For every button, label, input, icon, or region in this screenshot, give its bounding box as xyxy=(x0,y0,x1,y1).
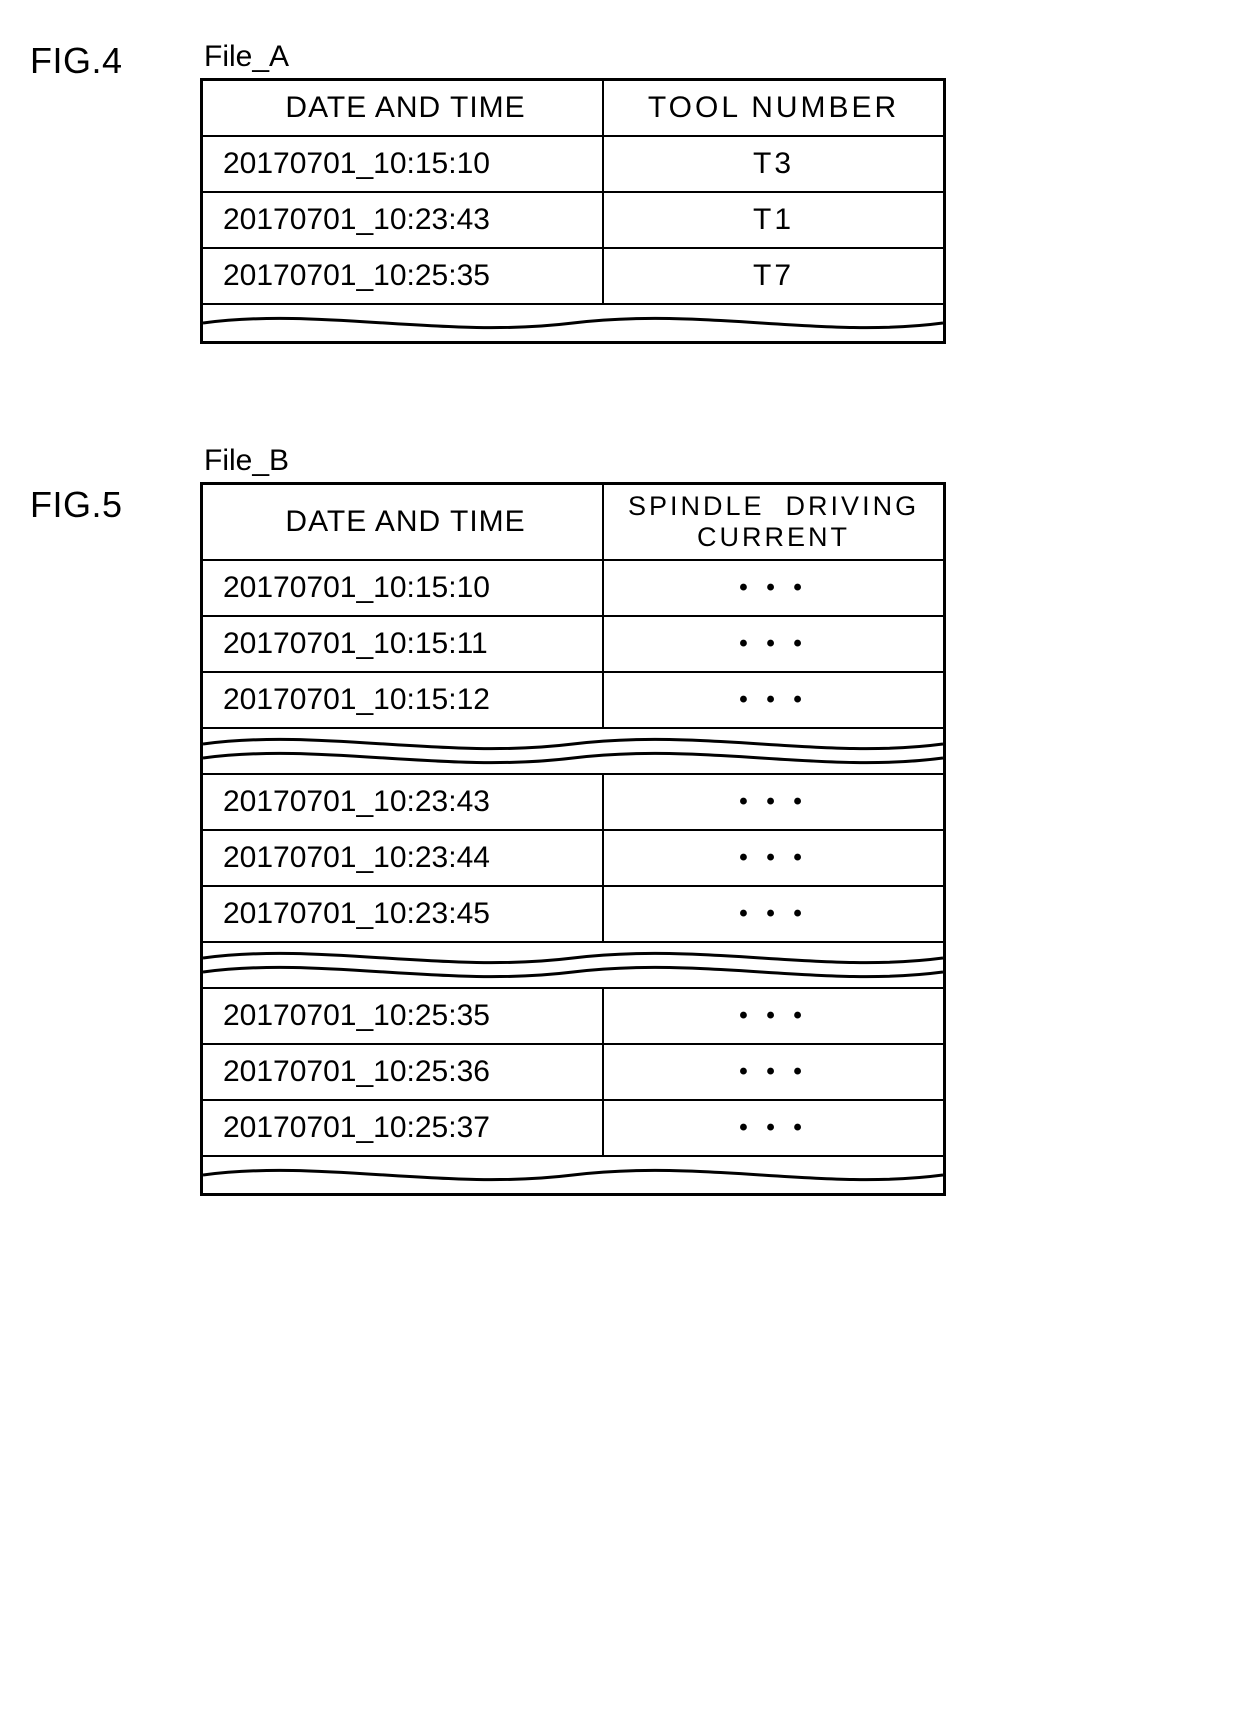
file-a-caption: File_A xyxy=(200,40,946,74)
cell-date: 20170701_10:25:35 xyxy=(202,248,604,304)
col-header-date: DATE AND TIME xyxy=(202,80,604,137)
cell-value: • • • xyxy=(603,1044,944,1100)
figure-4: FIG.4 File_A DATE AND TIME TOOL NUMBER 2… xyxy=(30,40,1210,344)
col-header-tool: TOOL NUMBER xyxy=(603,80,944,137)
table-row: 20170701_10:15:10 T3 xyxy=(202,136,945,192)
table-row: 20170701_10:25:36 • • • xyxy=(202,1044,945,1100)
cell-date: 20170701_10:25:35 xyxy=(202,988,604,1044)
cell-date: 20170701_10:15:10 xyxy=(202,560,604,616)
figure-label: FIG.4 xyxy=(30,40,200,82)
table-row: 20170701_10:25:35 • • • xyxy=(202,988,945,1044)
cell-value: • • • xyxy=(603,774,944,830)
cell-value: • • • xyxy=(603,830,944,886)
cell-date: 20170701_10:15:10 xyxy=(202,136,604,192)
cell-value: • • • xyxy=(603,672,944,728)
col-header-current: SPINDLE DRIVINGCURRENT xyxy=(603,484,944,561)
cell-value: • • • xyxy=(603,1100,944,1156)
file-a-table: DATE AND TIME TOOL NUMBER 20170701_10:15… xyxy=(200,78,946,344)
cell-value: T1 xyxy=(603,192,944,248)
figure-5: FIG.5 File_B DATE AND TIME SPINDLE DRIVI… xyxy=(30,444,1210,1196)
table-header-row: DATE AND TIME SPINDLE DRIVINGCURRENT xyxy=(202,484,945,561)
file-b-table-wrap: File_B DATE AND TIME SPINDLE DRIVINGCURR… xyxy=(200,444,946,1196)
table-row: 20170701_10:25:37 • • • xyxy=(202,1100,945,1156)
file-b-table: DATE AND TIME SPINDLE DRIVINGCURRENT 201… xyxy=(200,482,946,1196)
cell-date: 20170701_10:25:37 xyxy=(202,1100,604,1156)
table-row: 20170701_10:15:11 • • • xyxy=(202,616,945,672)
double-wave-icon xyxy=(203,943,943,987)
cell-value: • • • xyxy=(603,616,944,672)
file-a-table-wrap: File_A DATE AND TIME TOOL NUMBER 2017070… xyxy=(200,40,946,344)
wave-break-row xyxy=(202,304,945,343)
cell-date: 20170701_10:15:12 xyxy=(202,672,604,728)
table-row: 20170701_10:23:43 • • • xyxy=(202,774,945,830)
file-b-caption: File_B xyxy=(200,444,946,478)
cell-value: • • • xyxy=(603,886,944,942)
wave-break-row xyxy=(202,1156,945,1195)
wave-break-row xyxy=(202,728,945,774)
cell-value: T7 xyxy=(603,248,944,304)
table-row: 20170701_10:23:43 T1 xyxy=(202,192,945,248)
cell-date: 20170701_10:23:43 xyxy=(202,774,604,830)
col-header-date: DATE AND TIME xyxy=(202,484,604,561)
wave-break-row xyxy=(202,942,945,988)
table-row: 20170701_10:15:10 • • • xyxy=(202,560,945,616)
wave-icon xyxy=(203,305,943,341)
table-row: 20170701_10:15:12 • • • xyxy=(202,672,945,728)
table-row: 20170701_10:23:45 • • • xyxy=(202,886,945,942)
cell-date: 20170701_10:23:44 xyxy=(202,830,604,886)
cell-date: 20170701_10:23:45 xyxy=(202,886,604,942)
cell-date: 20170701_10:25:36 xyxy=(202,1044,604,1100)
wave-icon xyxy=(203,1157,943,1193)
cell-value: T3 xyxy=(603,136,944,192)
figure-label: FIG.5 xyxy=(30,444,200,526)
cell-date: 20170701_10:15:11 xyxy=(202,616,604,672)
double-wave-icon xyxy=(203,729,943,773)
cell-value: • • • xyxy=(603,988,944,1044)
table-row: 20170701_10:23:44 • • • xyxy=(202,830,945,886)
cell-date: 20170701_10:23:43 xyxy=(202,192,604,248)
table-header-row: DATE AND TIME TOOL NUMBER xyxy=(202,80,945,137)
table-row: 20170701_10:25:35 T7 xyxy=(202,248,945,304)
cell-value: • • • xyxy=(603,560,944,616)
